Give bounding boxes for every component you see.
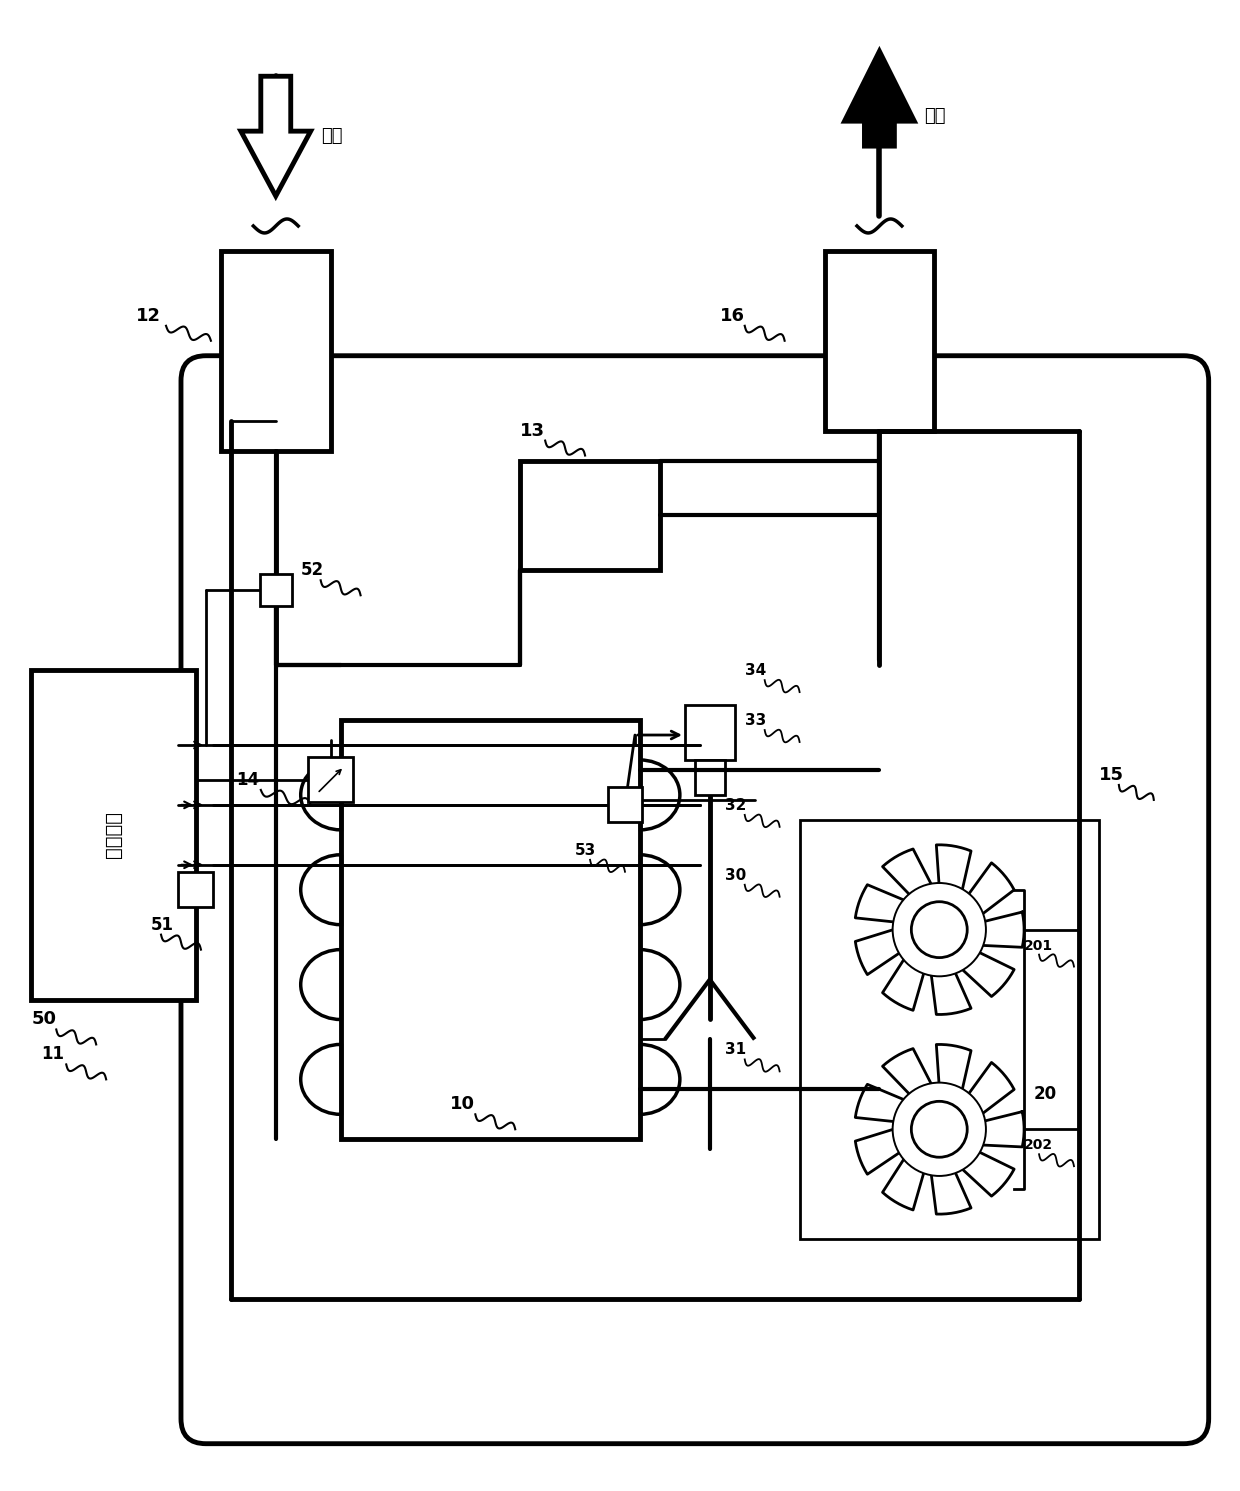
Text: 52: 52	[301, 561, 324, 580]
Text: 51: 51	[151, 915, 174, 933]
Bar	[684, 705, 735, 760]
Text: 202: 202	[1024, 1138, 1053, 1153]
Bar	[825, 250, 934, 431]
Circle shape	[911, 902, 967, 957]
Text: 15: 15	[1099, 766, 1123, 784]
Text: 10: 10	[450, 1096, 475, 1114]
Bar	[341, 720, 640, 1139]
Text: 11: 11	[41, 1045, 64, 1063]
Text: 16: 16	[719, 307, 745, 325]
Bar	[260, 574, 291, 607]
Bar	[179, 872, 213, 907]
Text: 31: 31	[724, 1042, 746, 1057]
Text: 201: 201	[1024, 939, 1053, 953]
Text: 12: 12	[136, 307, 161, 325]
Bar	[608, 787, 642, 823]
Circle shape	[911, 1102, 967, 1157]
Bar	[221, 250, 331, 450]
Text: 14: 14	[236, 771, 259, 789]
Text: 32: 32	[724, 798, 746, 813]
Bar	[521, 461, 660, 571]
Polygon shape	[844, 51, 914, 146]
Text: 排气: 排气	[924, 107, 946, 125]
FancyBboxPatch shape	[181, 356, 1209, 1443]
Circle shape	[893, 1082, 986, 1176]
Text: 33: 33	[745, 713, 766, 728]
Text: 30: 30	[724, 868, 746, 883]
Bar	[800, 820, 1099, 1239]
Text: 进气: 进气	[321, 127, 342, 145]
Circle shape	[893, 883, 986, 977]
Bar	[694, 760, 724, 795]
Bar	[309, 757, 353, 802]
Bar	[31, 669, 196, 999]
Polygon shape	[241, 76, 311, 195]
Text: 13: 13	[521, 422, 546, 440]
Text: 34: 34	[745, 663, 766, 678]
Text: 20: 20	[1034, 1085, 1058, 1103]
Text: 50: 50	[31, 1011, 56, 1029]
Text: 控制装置: 控制装置	[104, 811, 123, 859]
Text: 53: 53	[575, 842, 596, 857]
